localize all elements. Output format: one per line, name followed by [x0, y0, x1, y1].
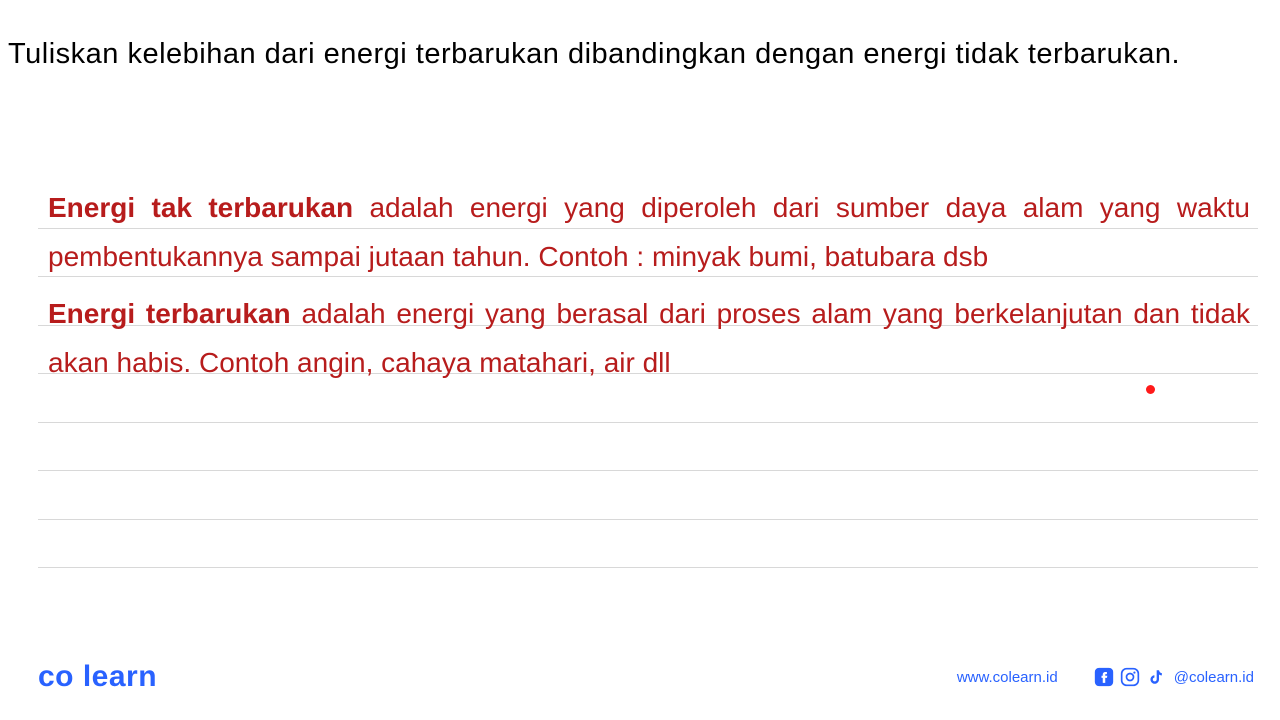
rule-line: [38, 471, 1258, 520]
footer: co learn www.colearn.id @colearn.id: [0, 652, 1280, 702]
instagram-icon: [1120, 667, 1140, 687]
rule-line: [38, 423, 1258, 472]
answer-paragraph: Energi terbarukan adalah energi yang ber…: [48, 290, 1250, 387]
answer-content: Energi tak terbarukan adalah energi yang…: [48, 184, 1250, 387]
answer-lead-bold: Energi terbarukan: [48, 298, 291, 329]
question-text: Tuliskan kelebihan dari energi terbaruka…: [0, 0, 1280, 71]
social-icons: @colearn.id: [1094, 667, 1254, 687]
rule-line: [38, 520, 1258, 569]
facebook-icon: [1094, 667, 1114, 687]
social-handle: @colearn.id: [1174, 669, 1254, 686]
answer-paragraph: Energi tak terbarukan adalah energi yang…: [48, 184, 1250, 281]
tiktok-icon: [1146, 667, 1166, 687]
laser-pointer-dot: [1146, 385, 1155, 394]
footer-url: www.colearn.id: [957, 669, 1058, 686]
lined-answer-area: Energi tak terbarukan adalah energi yang…: [38, 180, 1258, 630]
footer-right: www.colearn.id @colearn.id: [957, 667, 1254, 687]
answer-lead-bold: Energi tak terbarukan: [48, 192, 353, 223]
brand-logo: co learn: [38, 660, 157, 694]
